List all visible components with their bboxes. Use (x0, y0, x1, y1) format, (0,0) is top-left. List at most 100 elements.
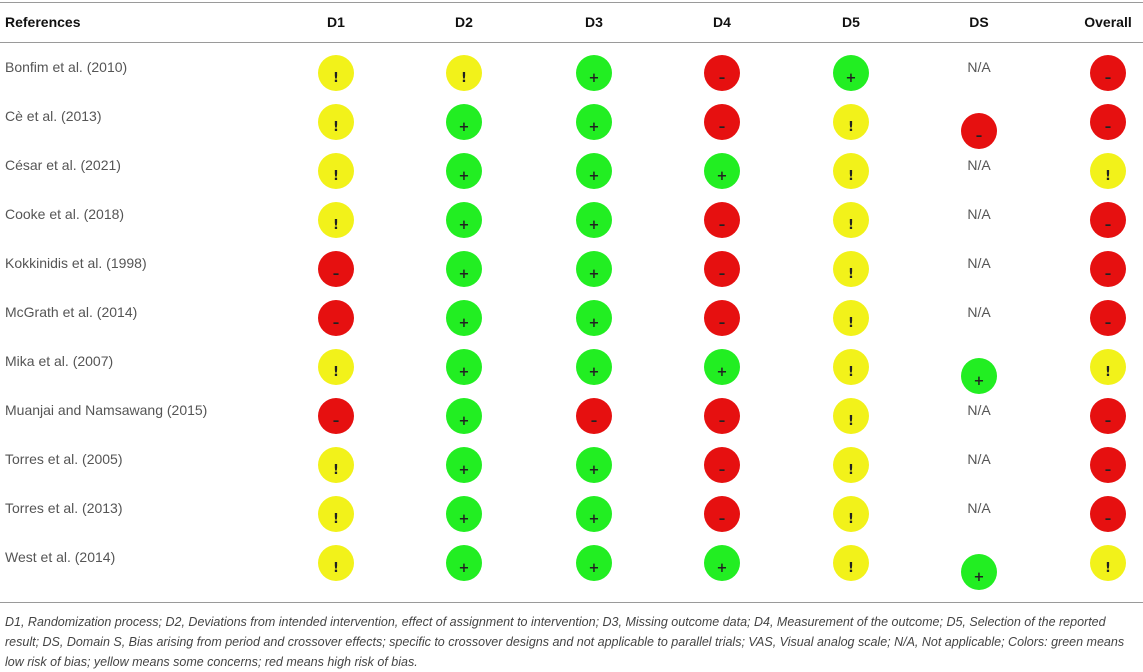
rating-symbol: ! (333, 561, 339, 576)
not-applicable-cell: N/A (967, 255, 991, 271)
rating-symbol: – (1104, 218, 1112, 233)
reference-cell: Torres et al. (2013) (5, 500, 123, 516)
rating-symbol: + (458, 169, 470, 184)
high-risk-rating-icon: – (1090, 55, 1126, 91)
table-bottom-rule (0, 602, 1143, 603)
low-risk-rating-icon: + (576, 447, 612, 483)
high-risk-rating-icon: – (704, 398, 740, 434)
some-concerns-rating-icon: ! (318, 545, 354, 581)
rating-symbol: ! (848, 267, 854, 282)
some-concerns-rating-icon: ! (833, 349, 869, 385)
rating-symbol: – (718, 316, 726, 331)
column-header-d4: D4 (713, 14, 731, 30)
rating-symbol: + (588, 169, 600, 184)
reference-cell: Cooke et al. (2018) (5, 206, 125, 222)
reference-cell: Cè et al. (2013) (5, 108, 102, 124)
reference-cell: Kokkinidis et al. (1998) (5, 255, 147, 271)
rating-symbol: ! (333, 169, 339, 184)
rating-symbol: ! (848, 561, 854, 576)
high-risk-rating-icon: – (1090, 447, 1126, 483)
rating-symbol: – (1104, 120, 1112, 135)
rating-symbol: + (458, 561, 470, 576)
reference-cell: Muanjai and Namsawang (2015) (5, 402, 208, 418)
high-risk-rating-icon: – (1090, 104, 1126, 140)
table-top-rule (0, 2, 1143, 3)
reference-cell: Bonfim et al. (2010) (5, 59, 128, 75)
rating-symbol: – (1104, 463, 1112, 478)
low-risk-rating-icon: + (576, 202, 612, 238)
rating-symbol: + (458, 365, 470, 380)
high-risk-rating-icon: – (704, 104, 740, 140)
rating-symbol: – (718, 512, 726, 527)
low-risk-rating-icon: + (961, 358, 997, 394)
low-risk-rating-icon: + (446, 153, 482, 189)
column-header-d3: D3 (585, 14, 603, 30)
high-risk-rating-icon: – (704, 300, 740, 336)
rating-symbol: – (1104, 414, 1112, 429)
rating-symbol: – (332, 414, 340, 429)
not-applicable-cell: N/A (967, 157, 991, 173)
rating-symbol: – (332, 316, 340, 331)
column-header-overall: Overall (1084, 14, 1132, 30)
rating-symbol: ! (848, 463, 854, 478)
low-risk-rating-icon: + (576, 496, 612, 532)
low-risk-rating-icon: + (961, 554, 997, 590)
reference-cell: César et al. (2021) (5, 157, 121, 173)
rating-symbol: + (973, 374, 985, 389)
some-concerns-rating-icon: ! (833, 447, 869, 483)
some-concerns-rating-icon: ! (833, 300, 869, 336)
some-concerns-rating-icon: ! (833, 153, 869, 189)
some-concerns-rating-icon: ! (1090, 349, 1126, 385)
low-risk-rating-icon: + (576, 349, 612, 385)
rating-symbol: ! (1105, 365, 1111, 380)
rating-symbol: – (1104, 267, 1112, 282)
some-concerns-rating-icon: ! (446, 55, 482, 91)
low-risk-rating-icon: + (833, 55, 869, 91)
rating-symbol: + (458, 512, 470, 527)
low-risk-rating-icon: + (446, 251, 482, 287)
rating-symbol: ! (848, 316, 854, 331)
rating-symbol: – (332, 267, 340, 282)
column-header-d2: D2 (455, 14, 473, 30)
rating-symbol: + (458, 120, 470, 135)
rating-symbol: – (1104, 71, 1112, 86)
rating-symbol: + (588, 120, 600, 135)
rating-symbol: + (458, 267, 470, 282)
high-risk-rating-icon: – (318, 251, 354, 287)
high-risk-rating-icon: – (1090, 251, 1126, 287)
not-applicable-cell: N/A (967, 402, 991, 418)
low-risk-rating-icon: + (576, 153, 612, 189)
not-applicable-cell: N/A (967, 500, 991, 516)
rating-symbol: + (973, 570, 985, 585)
some-concerns-rating-icon: ! (318, 447, 354, 483)
rating-symbol: + (588, 71, 600, 86)
rating-symbol: ! (848, 120, 854, 135)
low-risk-rating-icon: + (446, 447, 482, 483)
table-header-rule (0, 42, 1143, 43)
high-risk-rating-icon: – (1090, 300, 1126, 336)
rating-symbol: ! (848, 414, 854, 429)
low-risk-rating-icon: + (446, 202, 482, 238)
rating-symbol: ! (461, 71, 467, 86)
rating-symbol: – (718, 71, 726, 86)
some-concerns-rating-icon: ! (318, 104, 354, 140)
rating-symbol: ! (333, 512, 339, 527)
rating-symbol: ! (333, 463, 339, 478)
rating-symbol: – (975, 129, 983, 144)
low-risk-rating-icon: + (576, 300, 612, 336)
rating-symbol: + (588, 561, 600, 576)
reference-cell: Torres et al. (2005) (5, 451, 123, 467)
reference-cell: West et al. (2014) (5, 549, 116, 565)
low-risk-rating-icon: + (446, 349, 482, 385)
low-risk-rating-icon: + (446, 398, 482, 434)
not-applicable-cell: N/A (967, 451, 991, 467)
rating-symbol: + (588, 267, 600, 282)
rating-symbol: + (588, 218, 600, 233)
low-risk-rating-icon: + (576, 251, 612, 287)
not-applicable-cell: N/A (967, 304, 991, 320)
column-header-ds: DS (969, 14, 989, 30)
high-risk-rating-icon: – (704, 202, 740, 238)
rating-symbol: ! (333, 365, 339, 380)
rating-symbol: + (458, 316, 470, 331)
some-concerns-rating-icon: ! (833, 398, 869, 434)
